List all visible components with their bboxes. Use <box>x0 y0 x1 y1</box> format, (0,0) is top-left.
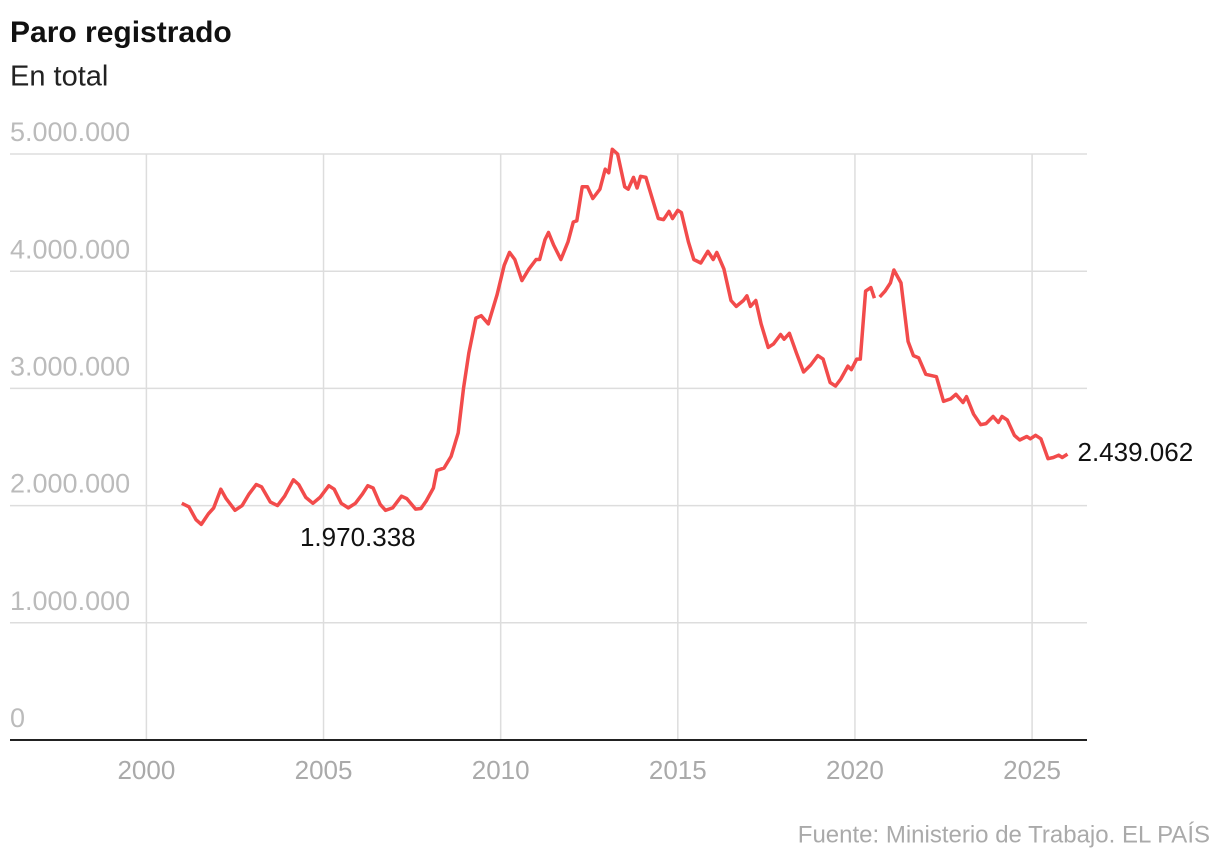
x-tick-label: 2025 <box>1003 755 1061 785</box>
chart-title: Paro registrado <box>10 16 232 49</box>
line-series <box>181 147 1069 527</box>
x-tick-label: 2005 <box>295 755 353 785</box>
y-tick-label: 1.000.000 <box>10 586 130 616</box>
y-tick-label: 2.000.000 <box>10 469 130 499</box>
y-tick-label: 3.000.000 <box>10 352 130 382</box>
y-tick-label: 4.000.000 <box>10 234 130 264</box>
x-tick-label: 2020 <box>826 755 884 785</box>
chart-subtitle: En total <box>10 61 108 93</box>
y-tick-label: 0 <box>10 703 25 733</box>
x-tick-label: 2015 <box>649 755 707 785</box>
annotation: 2.439.062 <box>1078 437 1194 467</box>
annotation: 1.970.338 <box>300 522 416 552</box>
source: Fuente: Ministerio de Trabajo. EL PAÍS <box>798 821 1210 848</box>
y-tick-label: 5.000.000 <box>10 117 130 147</box>
x-tick-label: 2010 <box>472 755 530 785</box>
x-tick-label: 2000 <box>117 755 175 785</box>
